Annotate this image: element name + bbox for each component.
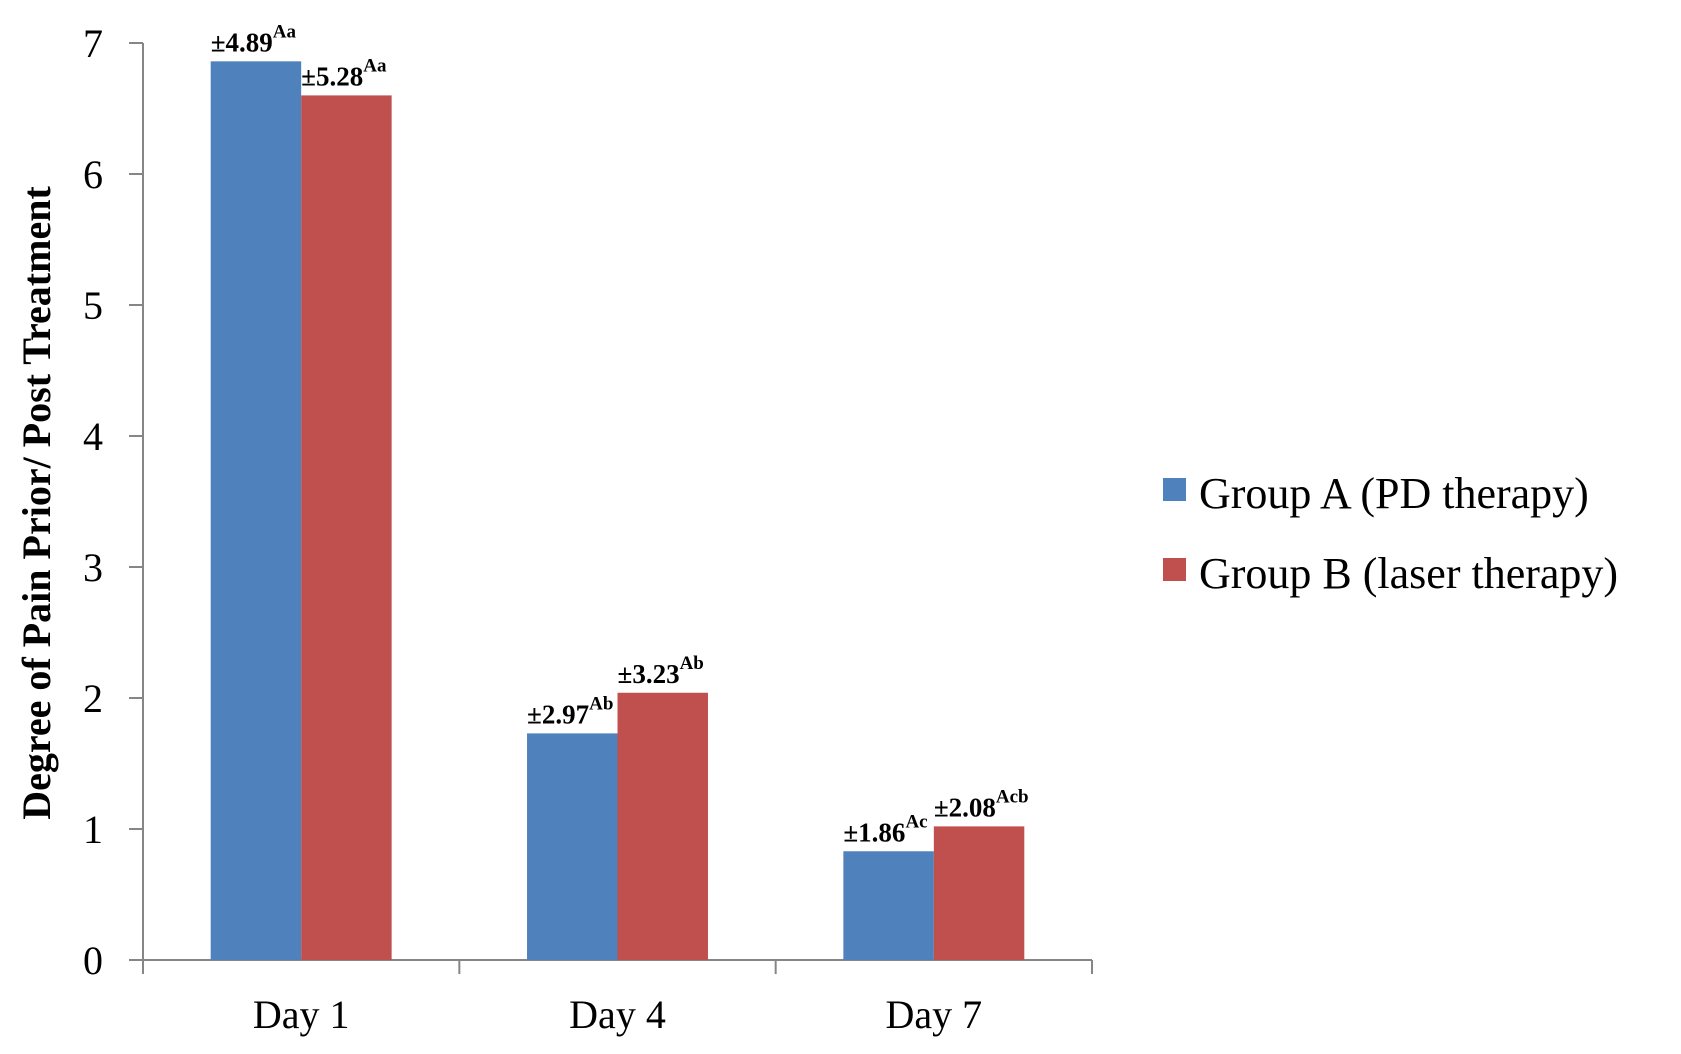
- x-tick-label: Day 1: [253, 992, 350, 1037]
- data-label-superscript: Ab: [589, 693, 613, 714]
- y-tick-label: 1: [83, 807, 103, 852]
- legend-label: Group A (PD therapy): [1199, 469, 1589, 518]
- bar: [843, 851, 934, 960]
- data-label: ±1.86Ac: [843, 811, 927, 847]
- y-tick-label: 3: [83, 545, 103, 590]
- data-label: ±2.97Ab: [527, 693, 613, 729]
- y-tick-label: 6: [83, 152, 103, 197]
- y-tick-label: 5: [83, 283, 103, 328]
- bar: [210, 61, 302, 960]
- bar: [933, 826, 1025, 960]
- data-label-superscript: Ab: [680, 653, 704, 674]
- data-label-superscript: Aa: [363, 55, 387, 76]
- data-label-value: ±5.28: [301, 61, 363, 91]
- data-label-superscript: Acb: [996, 786, 1029, 807]
- legend-label: Group B (laser therapy): [1199, 549, 1618, 598]
- data-label: ±2.08Acb: [934, 786, 1029, 822]
- x-tick-label: Day 7: [886, 992, 983, 1037]
- data-label-superscript: Ac: [905, 811, 927, 832]
- x-tick-label: Day 4: [569, 992, 666, 1037]
- bar: [527, 733, 618, 960]
- data-label: ±5.28Aa: [301, 55, 387, 91]
- y-axis-label: Degree of Pain Prior/ Post Treatment: [14, 186, 59, 820]
- bar: [617, 692, 708, 960]
- data-label: ±4.89Aa: [211, 21, 297, 57]
- data-label-value: ±4.89: [211, 27, 273, 57]
- legend-swatch: [1163, 558, 1186, 581]
- legend: Group A (PD therapy) Group B (laser thera…: [1163, 469, 1618, 598]
- y-tick-label: 4: [83, 414, 103, 459]
- y-tick-label: 7: [83, 21, 103, 66]
- data-label: ±3.23Ab: [618, 653, 704, 689]
- y-tick-label: 2: [83, 676, 103, 721]
- data-label-value: ±3.23: [618, 659, 680, 689]
- y-tick-label: 0: [83, 938, 103, 983]
- data-label-superscript: Aa: [273, 21, 297, 42]
- data-label-value: ±2.97: [527, 699, 589, 729]
- bar: [301, 95, 392, 960]
- legend-swatch: [1163, 478, 1186, 501]
- data-label-value: ±1.86: [843, 817, 905, 847]
- data-label-value: ±2.08: [934, 792, 996, 822]
